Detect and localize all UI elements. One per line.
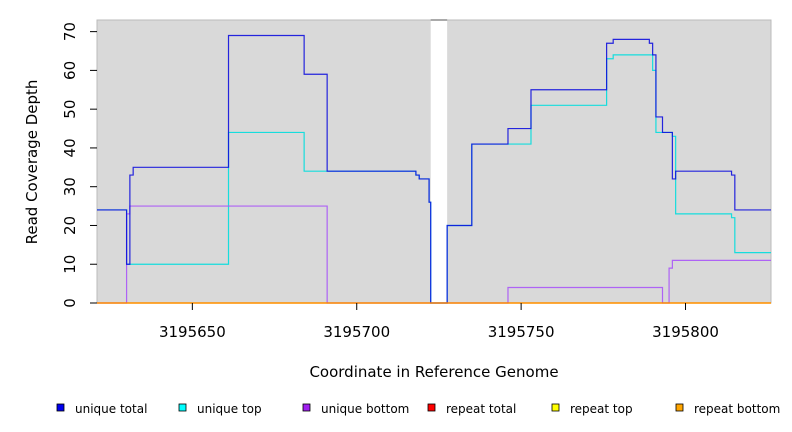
legend-swatch [56, 403, 65, 412]
legend-item-unique-bottom: unique bottom [302, 402, 409, 416]
legend-swatch [302, 403, 311, 412]
y-tick-label: 20 [61, 216, 79, 235]
legend-label: repeat top [570, 402, 633, 416]
plot-panel-left [97, 20, 431, 303]
axes: 0 10 20 30 40 50 60 70 3195650 3195700 3195750 3195… [61, 22, 719, 341]
series-line-unique-bottom [97, 205, 771, 304]
legend-label: unique top [197, 402, 262, 416]
legend-item-repeat-top: repeat top [551, 402, 633, 416]
legend-swatch [551, 403, 560, 412]
x-tick-label: 3195750 [488, 323, 555, 341]
series-line-unique-total [97, 34, 771, 304]
legend-item-repeat-bottom: repeat bottom [675, 402, 780, 416]
y-tick-label: 10 [61, 255, 79, 274]
plot-panel-right [447, 20, 771, 303]
y-tick-label: 30 [61, 177, 79, 196]
plot-background [96, 19, 772, 304]
y-axis-title: Read Coverage Depth [23, 80, 41, 245]
x-tick-label: 3195800 [652, 323, 719, 341]
y-tick-label: 40 [61, 138, 79, 157]
x-axis-title: Coordinate in Reference Genome [309, 363, 558, 381]
legend-label: repeat total [446, 402, 516, 416]
legend-item-unique-total: unique total [56, 402, 147, 416]
series-layer [97, 34, 771, 304]
legend-item-unique-top: unique top [178, 402, 262, 416]
y-tick-label: 50 [61, 100, 79, 119]
y-tick-label: 60 [61, 61, 79, 80]
legend-item-repeat-total: repeat total [427, 402, 516, 416]
legend: unique total unique top unique bottom repea… [56, 402, 780, 416]
legend-swatch [427, 403, 436, 412]
legend-label: unique bottom [321, 402, 409, 416]
y-tick-label: 0 [61, 298, 79, 308]
y-tick-label: 70 [61, 22, 79, 41]
x-tick-label: 3195700 [323, 323, 390, 341]
legend-label: repeat bottom [694, 402, 780, 416]
legend-swatch [675, 403, 684, 412]
x-tick-label: 3195650 [159, 323, 226, 341]
legend-swatch [178, 403, 187, 412]
legend-label: unique total [75, 402, 147, 416]
